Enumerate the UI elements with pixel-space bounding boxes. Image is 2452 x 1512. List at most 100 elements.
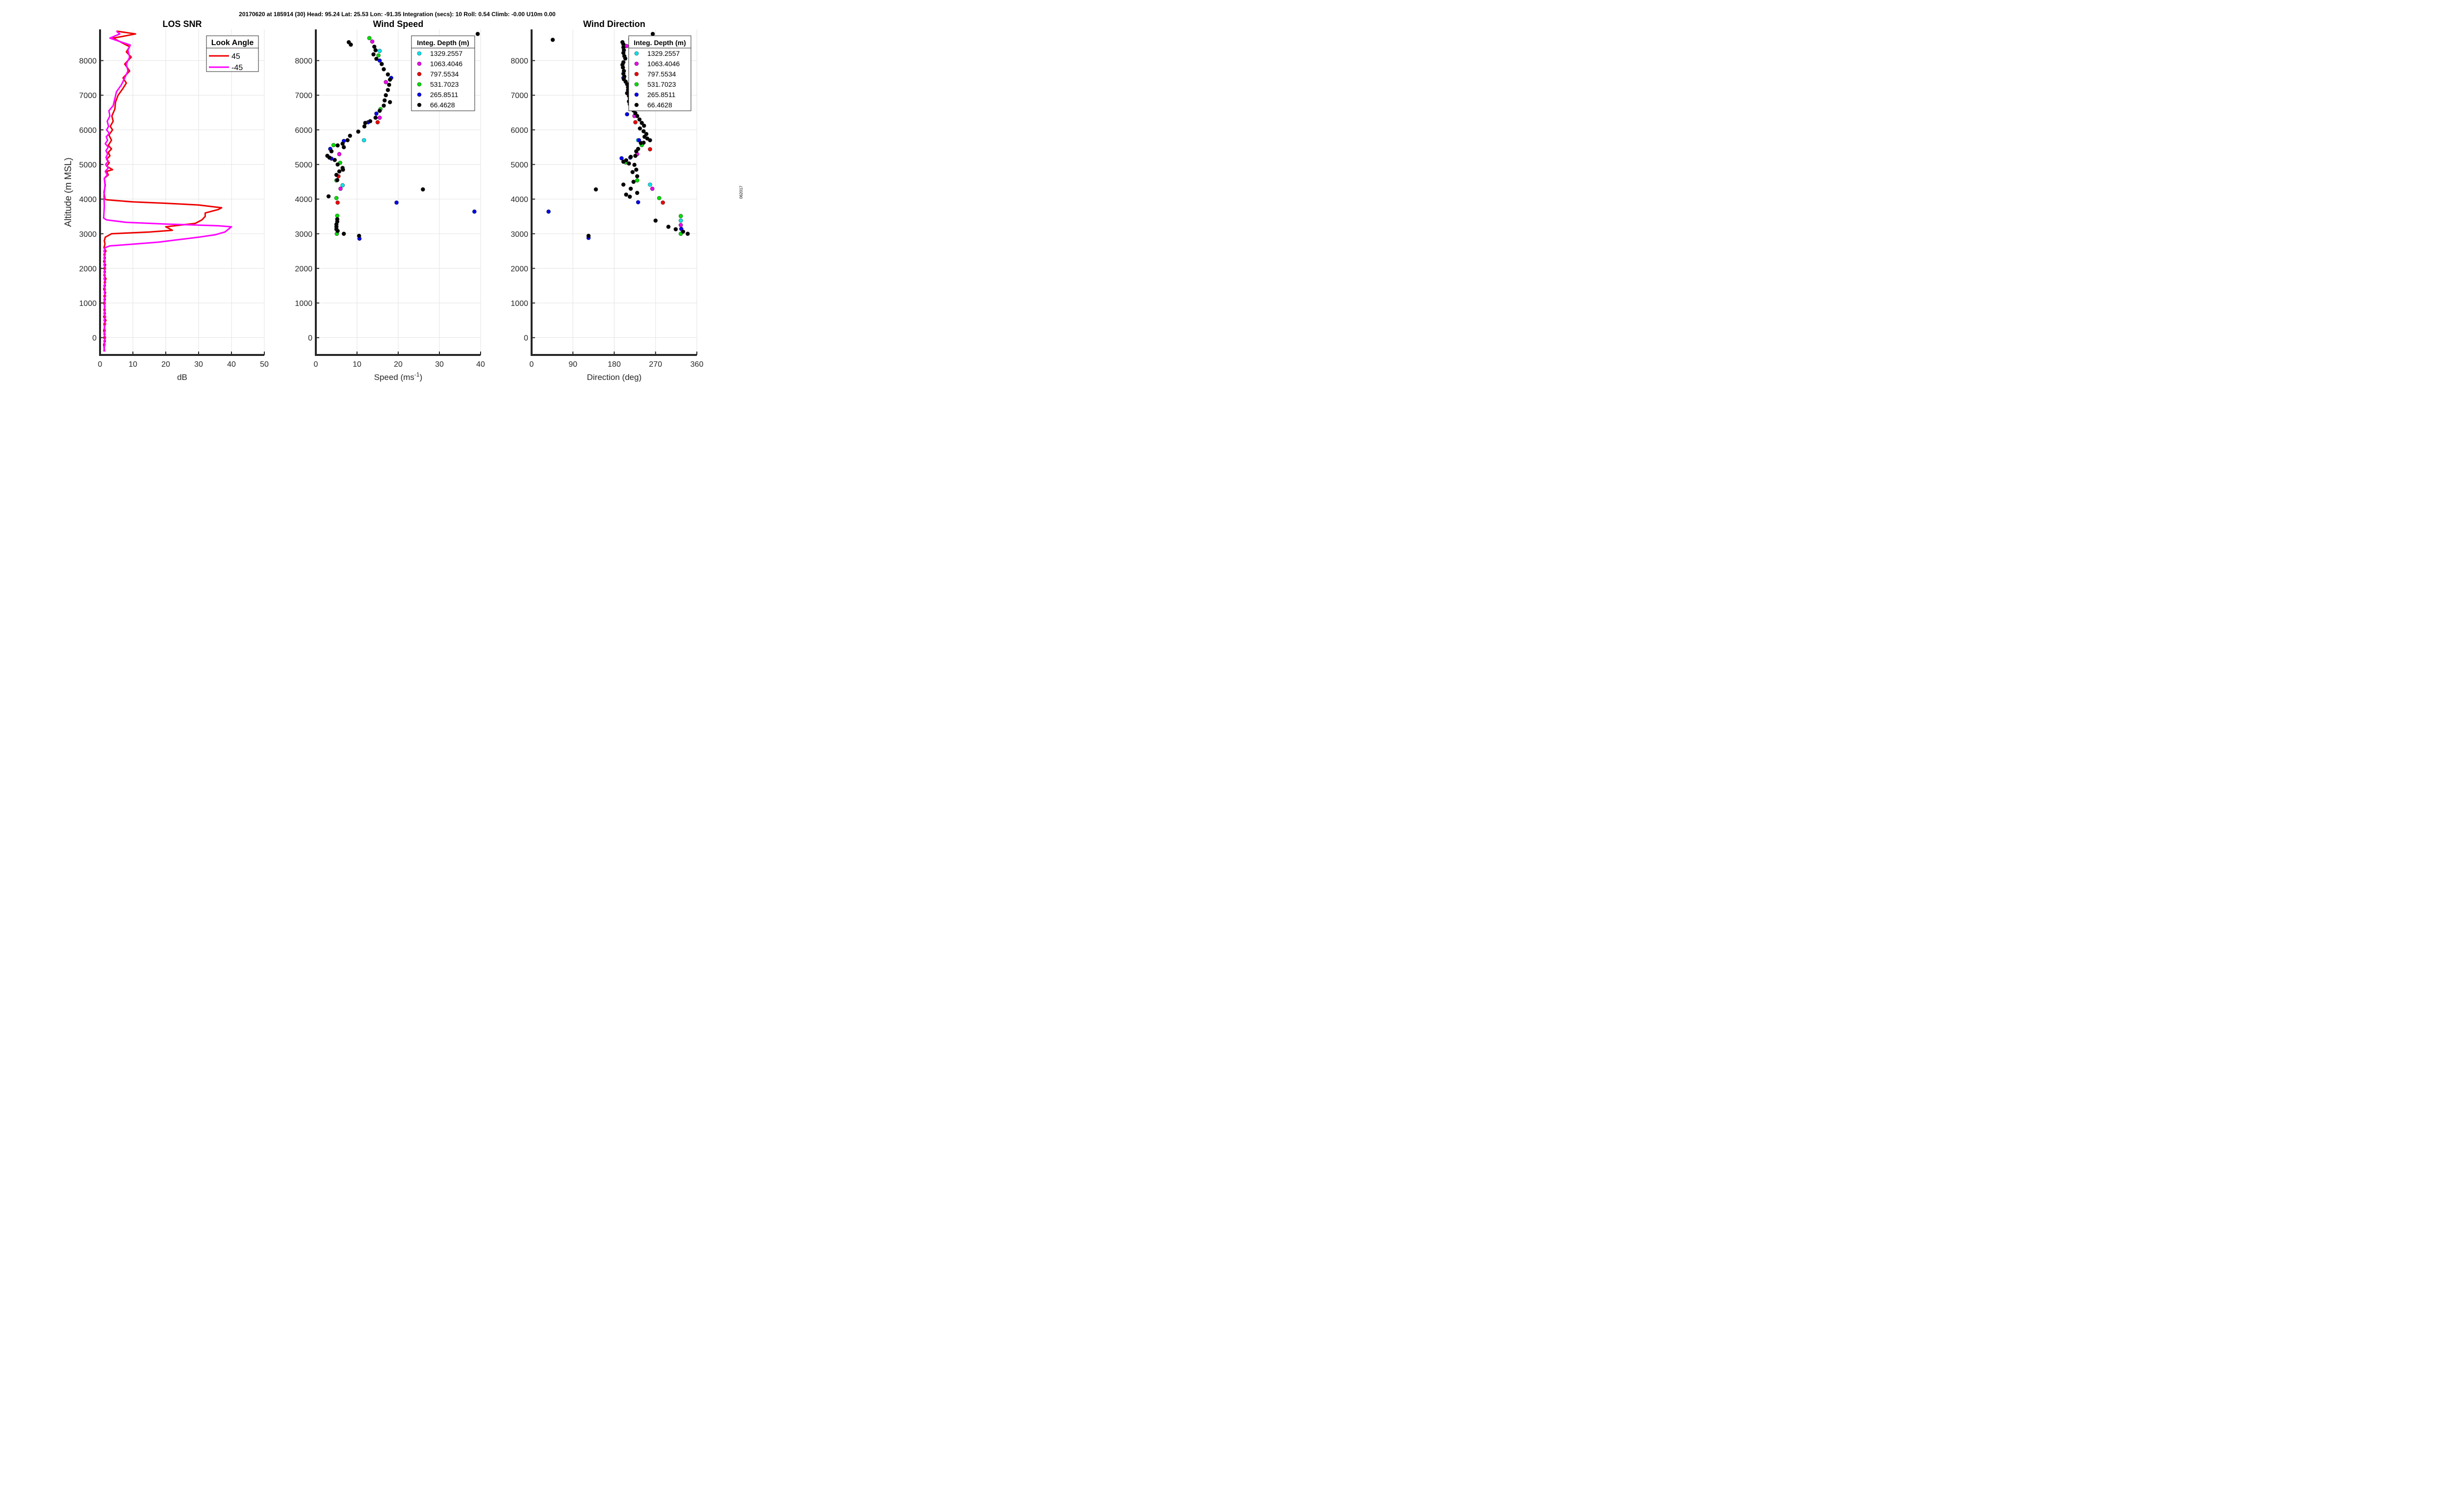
y-tick-label: 2000 — [511, 265, 528, 273]
data-point — [635, 178, 639, 183]
data-point — [341, 145, 346, 150]
data-point — [338, 186, 343, 191]
data-point — [475, 31, 480, 36]
legend-label: 797.5534 — [647, 70, 676, 78]
legend-label: 531.7023 — [430, 80, 459, 88]
data-point — [377, 58, 382, 63]
legend-swatch — [417, 61, 422, 66]
data-point — [377, 108, 382, 113]
legend-swatch — [634, 51, 639, 56]
legend-swatch — [417, 102, 422, 107]
series-1063.4046 — [337, 39, 388, 191]
x-tick-label: 0 — [530, 360, 534, 369]
data-point — [383, 93, 388, 98]
data-point — [362, 124, 367, 129]
y-tick-label: 8000 — [79, 57, 97, 66]
x-tick-label: 270 — [649, 360, 662, 369]
data-point — [628, 154, 633, 159]
data-point — [634, 149, 639, 153]
y-tick-label: 1000 — [295, 300, 312, 308]
x-tick-label: 30 — [435, 360, 444, 369]
legend-box — [206, 35, 259, 72]
legend-label: 1063.4046 — [647, 60, 680, 68]
y-tick-label: 6000 — [295, 126, 312, 135]
data-point — [394, 200, 399, 205]
x-tick-label: 10 — [128, 360, 137, 369]
data-point — [385, 88, 390, 92]
data-point — [373, 115, 378, 120]
legend-label: 66.4628 — [430, 101, 455, 109]
data-point — [335, 228, 340, 233]
data-point — [641, 129, 646, 134]
x-tick-label: 90 — [568, 360, 577, 369]
legend: Look Angle 45 -45 — [206, 35, 259, 72]
y-tick-label: 0 — [92, 334, 97, 343]
data-point — [334, 196, 339, 201]
data-point — [636, 200, 640, 204]
data-point — [377, 115, 382, 120]
grid — [100, 29, 265, 355]
data-point — [334, 173, 339, 177]
data-point — [650, 186, 655, 191]
x-tick-label: 0 — [98, 360, 102, 369]
y-tick-label: 7000 — [295, 92, 312, 100]
data-point — [382, 67, 386, 72]
x-tick-label: 180 — [608, 360, 621, 369]
legend-label: 1329.2557 — [647, 50, 680, 57]
legend-swatch — [634, 72, 639, 76]
y-tick-label: 5000 — [79, 161, 97, 169]
data-point — [623, 56, 628, 61]
legend: Integ. Depth (m) 1329.2557 1063.4046 797.55… — [628, 35, 691, 111]
data-point — [635, 114, 639, 118]
legend: Integ. Depth (m) 1329.2557 1063.4046 797.55… — [411, 35, 475, 111]
data-point — [335, 200, 340, 205]
data-point — [642, 124, 646, 128]
x-tick-label: 20 — [161, 360, 170, 369]
data-point — [367, 36, 372, 40]
legend-label: 1063.4046 — [430, 60, 462, 68]
data-point — [627, 161, 631, 166]
y-tick-label: 6000 — [511, 126, 528, 135]
data-point — [421, 187, 425, 192]
data-point — [625, 112, 629, 117]
data-point — [632, 162, 637, 167]
data-point — [650, 31, 655, 36]
data-point — [633, 153, 638, 158]
data-point — [340, 183, 345, 188]
data-point — [673, 227, 678, 231]
figure-suptitle: 20170620 at 185914 (30) Head: 95.24 Lat:… — [239, 11, 556, 18]
x-tick-label: 360 — [690, 360, 704, 369]
legend-label: 265.8511 — [647, 91, 676, 99]
legend-swatch — [634, 82, 639, 87]
legend-swatch — [634, 61, 639, 66]
wind-direction-panel: 0 90 180 270 360 0 1000 2000 3000 4000 5000 6000 700… — [511, 19, 703, 382]
data-point — [385, 72, 390, 77]
y-tick-label: 8000 — [295, 57, 312, 66]
data-point — [630, 170, 635, 175]
data-point — [635, 191, 639, 195]
y-tick-label: 2000 — [295, 265, 312, 273]
data-point — [621, 65, 625, 70]
data-point — [348, 133, 353, 138]
x-tick-label: 40 — [227, 360, 236, 369]
y-tick-label: 1000 — [511, 300, 528, 308]
data-point — [653, 218, 658, 223]
data-point — [332, 157, 337, 162]
legend-label: 66.4628 — [647, 101, 672, 109]
data-point — [639, 141, 643, 146]
data-point — [550, 37, 555, 42]
data-point — [368, 119, 373, 124]
y-tick-label: 1000 — [79, 300, 97, 308]
chart-title: LOS SNR — [162, 19, 202, 29]
legend-label: 797.5534 — [430, 70, 459, 78]
data-point — [657, 196, 662, 201]
data-point — [637, 117, 642, 122]
x-axis-label: dB — [177, 373, 187, 382]
y-tick-label: 4000 — [79, 196, 97, 204]
data-point — [628, 194, 632, 199]
data-point — [326, 194, 331, 199]
x-tick-label: 40 — [476, 360, 485, 369]
x-tick-label: 10 — [353, 360, 361, 369]
data-point — [349, 42, 353, 47]
data-point — [341, 167, 345, 172]
